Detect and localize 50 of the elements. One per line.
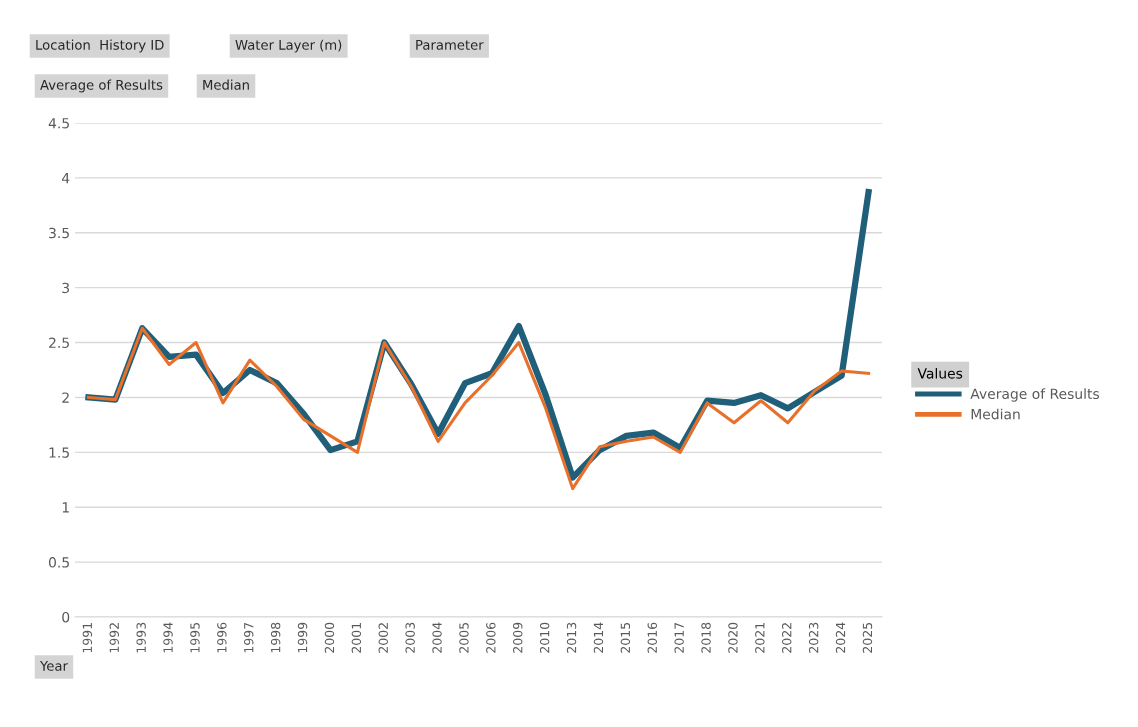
x-tick-label: 2020	[728, 622, 738, 653]
text: Median	[203, 79, 249, 90]
x-tick-label: 2010	[539, 622, 550, 653]
y-tick-label: 3.5	[49, 227, 69, 239]
y-tick-label: 4.5	[48, 118, 69, 129]
x-tick-label: 1991	[82, 623, 93, 653]
x-tick-label: 1996	[217, 622, 227, 653]
x-tick-label: 2014	[593, 622, 604, 653]
x-tick-label: 2004	[432, 622, 442, 653]
x-tick-label: 2018	[701, 622, 711, 653]
x-tick-label: 1997	[244, 622, 254, 653]
y-tick-label: 2	[62, 392, 69, 403]
y-tick-label: 1	[62, 502, 69, 513]
x-tick-label: 2015	[620, 622, 631, 653]
x-tick-label: 2006	[486, 622, 496, 653]
y-tick-label: 3	[62, 282, 70, 294]
x-tick-label: 2009	[513, 622, 523, 653]
x-tick-label: 2000	[324, 622, 335, 653]
x-tick-label: 1994	[163, 622, 173, 653]
text: Year	[39, 661, 68, 671]
x-tick-label: 2023	[808, 622, 819, 653]
x-tick-label: 1993	[136, 622, 146, 653]
x-tick-label: 2013	[566, 622, 577, 653]
x-tick-label: 1999	[297, 622, 308, 653]
text: Average of Results	[40, 79, 163, 93]
y-tick-label: 1.5	[49, 447, 69, 458]
x-tick-label: 2022	[782, 623, 792, 653]
text: Water Layer (m)	[235, 39, 342, 53]
line-series	[86, 326, 871, 491]
x-tick-label: 2024	[835, 622, 846, 653]
legend-label: Average of Results	[970, 388, 1099, 402]
x-tick-label: 2001	[351, 623, 362, 653]
x-tick-label: 2021	[755, 623, 765, 653]
x-tick-label: 1998	[270, 622, 281, 653]
x-tick-label: 2025	[862, 622, 873, 653]
y-tick-label: 4	[61, 173, 70, 184]
x-tick-label: 2016	[647, 622, 657, 653]
x-tick-label: 1992	[109, 623, 119, 653]
legend-title: Values	[917, 367, 963, 379]
x-tick-label: 2003	[405, 622, 415, 653]
y-tick-label: 0	[62, 611, 70, 623]
x-tick-label: 2017	[674, 622, 684, 653]
legend-label: Median	[971, 408, 1020, 420]
x-tick-label: 2005	[459, 622, 469, 653]
text: Parameter	[416, 40, 484, 50]
text: Location History ID	[36, 39, 164, 53]
y-tick-label: 0.5	[48, 557, 69, 568]
x-tick-label: 2002	[378, 623, 388, 653]
x-tick-label: 1995	[190, 622, 200, 653]
y-tick-label: 2.5	[49, 337, 69, 349]
